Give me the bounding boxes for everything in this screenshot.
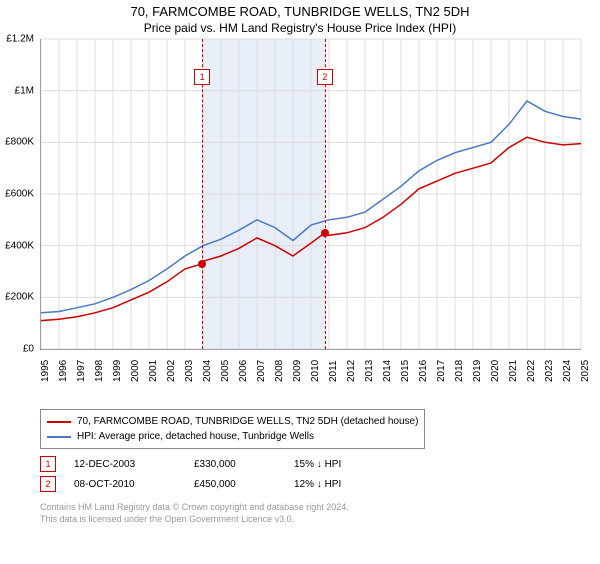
y-tick-label: £600K [0,188,34,199]
x-tick-label: 2015 [400,360,411,382]
y-tick-label: £1.2M [0,33,34,44]
event-pct: 15% ↓ HPI [294,459,414,470]
chart-subtitle: Price paid vs. HM Land Registry's House … [0,21,600,35]
x-tick-label: 2003 [184,360,195,382]
x-tick-label: 2000 [130,360,141,382]
x-tick-label: 1997 [76,360,87,382]
y-axis-labels: £0£200K£400K£600K£800K£1M£1.2M [0,39,36,379]
x-tick-label: 2006 [238,360,249,382]
legend-swatch [47,436,71,438]
x-tick-label: 2010 [310,360,321,382]
legend-row: 70, FARMCOMBE ROAD, TUNBRIDGE WELLS, TN2… [47,414,418,429]
copyright-notice: Contains HM Land Registry data © Crown c… [40,502,349,525]
event-price: £330,000 [194,459,294,470]
event-date: 12-DEC-2003 [74,459,194,470]
event-line [325,39,326,349]
x-tick-label: 2024 [562,360,573,382]
chart-area: £0£200K£400K£600K£800K£1M£1.2M 12 199519… [40,39,600,379]
event-pct: 12% ↓ HPI [294,479,414,490]
y-tick-label: £400K [0,240,34,251]
event-line [202,39,203,349]
copyright-line2: This data is licensed under the Open Gov… [40,514,349,526]
events-table: 1 12-DEC-2003£330,00015% ↓ HPI 2 08-OCT-201… [40,454,414,494]
y-tick-label: £200K [0,292,34,303]
y-tick-label: £0 [0,343,34,354]
x-tick-label: 2008 [274,360,285,382]
event-price: £450,000 [194,479,294,490]
x-tick-label: 2020 [490,360,501,382]
x-tick-label: 2019 [472,360,483,382]
x-tick-label: 2011 [328,360,339,382]
event-badge: 1 [194,69,210,85]
x-tick-label: 2007 [256,360,267,382]
x-tick-label: 2014 [382,360,393,382]
x-tick-label: 2018 [454,360,465,382]
event-number: 2 [40,476,56,492]
legend-label: 70, FARMCOMBE ROAD, TUNBRIDGE WELLS, TN2… [77,414,418,429]
x-tick-label: 2023 [544,360,555,382]
legend: 70, FARMCOMBE ROAD, TUNBRIDGE WELLS, TN2… [40,409,425,449]
legend-label: HPI: Average price, detached house, Tunb… [77,429,314,444]
x-tick-label: 2013 [364,360,375,382]
event-badge: 2 [317,69,333,85]
x-tick-label: 1995 [40,360,51,382]
event-dot [321,229,329,237]
copyright-line1: Contains HM Land Registry data © Crown c… [40,502,349,514]
y-tick-label: £800K [0,137,34,148]
legend-row: HPI: Average price, detached house, Tunb… [47,429,418,444]
y-tick-label: £1M [0,85,34,96]
chart-title: 70, FARMCOMBE ROAD, TUNBRIDGE WELLS, TN2… [0,4,600,21]
event-table-row: 1 12-DEC-2003£330,00015% ↓ HPI [40,454,414,474]
x-tick-label: 2005 [220,360,231,382]
x-tick-label: 2016 [418,360,429,382]
plot-region: 12 [40,39,581,350]
event-date: 08-OCT-2010 [74,479,194,490]
x-tick-label: 2001 [148,360,159,382]
event-number: 1 [40,456,56,472]
x-tick-label: 2012 [346,360,357,382]
x-tick-label: 2004 [202,360,213,382]
x-tick-label: 2025 [580,360,591,382]
x-tick-label: 2022 [526,360,537,382]
event-table-row: 2 08-OCT-2010£450,00012% ↓ HPI [40,474,414,494]
event-dot [198,260,206,268]
x-tick-label: 2021 [508,360,519,382]
x-tick-label: 2009 [292,360,303,382]
x-tick-label: 2017 [436,360,447,382]
x-tick-label: 2002 [166,360,177,382]
legend-swatch [47,421,71,423]
x-tick-label: 1998 [94,360,105,382]
x-tick-label: 1996 [58,360,69,382]
x-tick-label: 1999 [112,360,123,382]
